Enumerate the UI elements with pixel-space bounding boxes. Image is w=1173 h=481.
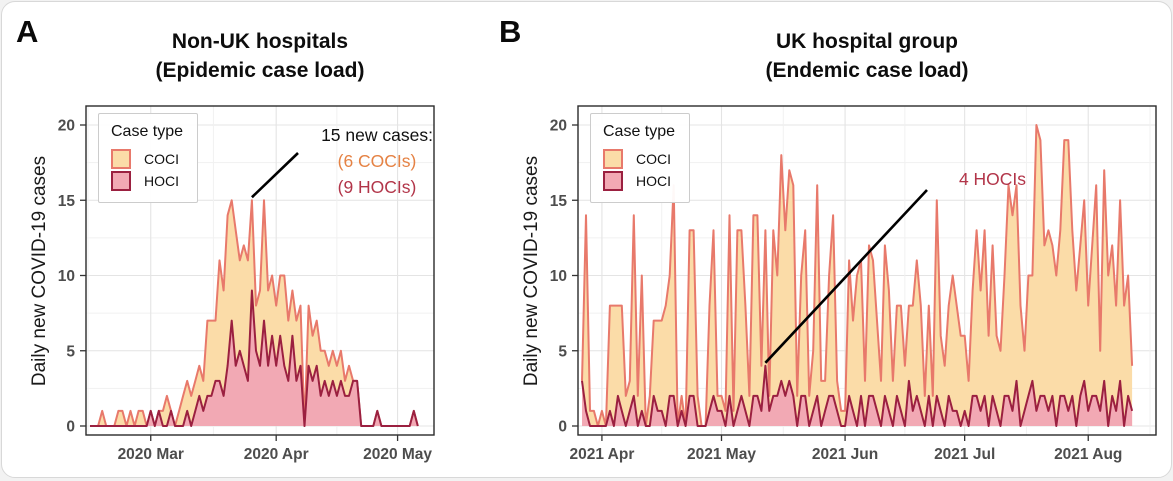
panel-a-legend: Case type COCI HOCI [98, 113, 199, 203]
svg-text:15: 15 [550, 193, 568, 210]
svg-text:0: 0 [66, 419, 75, 436]
svg-text:5: 5 [558, 343, 567, 360]
hoci-label: HOCI [636, 173, 671, 189]
panel-a-title: Non-UK hospitals (Epidemic case load) [86, 27, 434, 85]
axis-ticks-and-labels: 0 5 10 15 20 2020 Mar 2020 Apr 2020 May [58, 118, 433, 464]
legend-item-coci: COCI [111, 148, 183, 170]
legend-item-hoci: HOCI [111, 170, 183, 192]
svg-text:2021 Jul: 2021 Jul [934, 446, 995, 463]
annotation-coci-count: (6 COCIs) [337, 151, 417, 171]
panel-border [577, 105, 1157, 436]
annotation-hoci-count: 4 HOCIs [958, 169, 1027, 189]
panel-a-annotation: 15 new cases: (6 COCIs) (9 HOCIs) [287, 122, 467, 200]
panel-b-title: UK hospital group (Endemic case load) [578, 27, 1156, 85]
panel-b-annotation: 4 HOCIs [935, 166, 1050, 192]
legend-title: Case type [111, 123, 184, 140]
coci-label: COCI [636, 151, 671, 167]
svg-text:10: 10 [58, 268, 75, 285]
coci-swatch [603, 149, 623, 169]
svg-text:2020 Mar: 2020 Mar [118, 446, 184, 463]
svg-text:2021 Apr: 2021 Apr [569, 446, 634, 463]
hoci-swatch [111, 171, 131, 191]
svg-text:20: 20 [550, 118, 567, 135]
legend-item-hoci: HOCI [603, 170, 675, 192]
svg-text:2021 Aug: 2021 Aug [1054, 446, 1122, 463]
panel-b-y-axis-title: Daily new COVID-19 cases [521, 155, 542, 387]
panel-b-label: B [499, 14, 522, 49]
annotation-pointer-line [251, 152, 299, 199]
annotation-hoci-count: (9 HOCIs) [337, 177, 417, 197]
series-areas [90, 199, 419, 427]
panel-b-title-line2: (Endemic case load) [765, 59, 969, 82]
panel-b-plot: 0 5 10 15 20 2021 Apr 2021 May 2021 Jun 2021 Jul… [550, 105, 1157, 464]
annotation-pointer-line [764, 189, 928, 364]
svg-text:2020 May: 2020 May [363, 446, 432, 463]
panel-b-title-line1: UK hospital group [776, 30, 958, 53]
hoci-label: HOCI [144, 173, 179, 189]
panel-a-y-axis-title: Daily new COVID-19 cases [29, 155, 50, 387]
hoci-line [581, 364, 1134, 427]
panel-b-legend: Case type COCI HOCI [590, 113, 691, 203]
axis-ticks-and-labels: 0 5 10 15 20 2021 Apr 2021 May 2021 Jun 2021 Jul… [550, 118, 1123, 464]
panel-a-plot: 0 5 10 15 20 2020 Mar 2020 Apr 2020 May [58, 105, 435, 464]
svg-text:20: 20 [58, 118, 75, 135]
svg-text:10: 10 [550, 268, 567, 285]
coci-swatch [111, 149, 131, 169]
annotation-total-cases: 15 new cases: [321, 125, 433, 145]
panel-a-title-line2: (Epidemic case load) [155, 59, 365, 82]
legend-item-coci: COCI [603, 148, 675, 170]
hoci-line [90, 289, 419, 427]
coci-label: COCI [144, 151, 179, 167]
legend-title: Case type [603, 123, 676, 140]
svg-text:2021 Jun: 2021 Jun [812, 446, 878, 463]
panel-a-label: A [16, 14, 39, 49]
svg-text:5: 5 [66, 343, 75, 360]
svg-text:2020 Apr: 2020 Apr [244, 446, 309, 463]
hoci-swatch [603, 171, 623, 191]
panel-border [85, 105, 435, 436]
svg-text:15: 15 [58, 193, 76, 210]
svg-text:0: 0 [558, 419, 567, 436]
panel-a-title-line1: Non-UK hospitals [171, 30, 349, 53]
svg-text:2021 May: 2021 May [687, 446, 756, 463]
